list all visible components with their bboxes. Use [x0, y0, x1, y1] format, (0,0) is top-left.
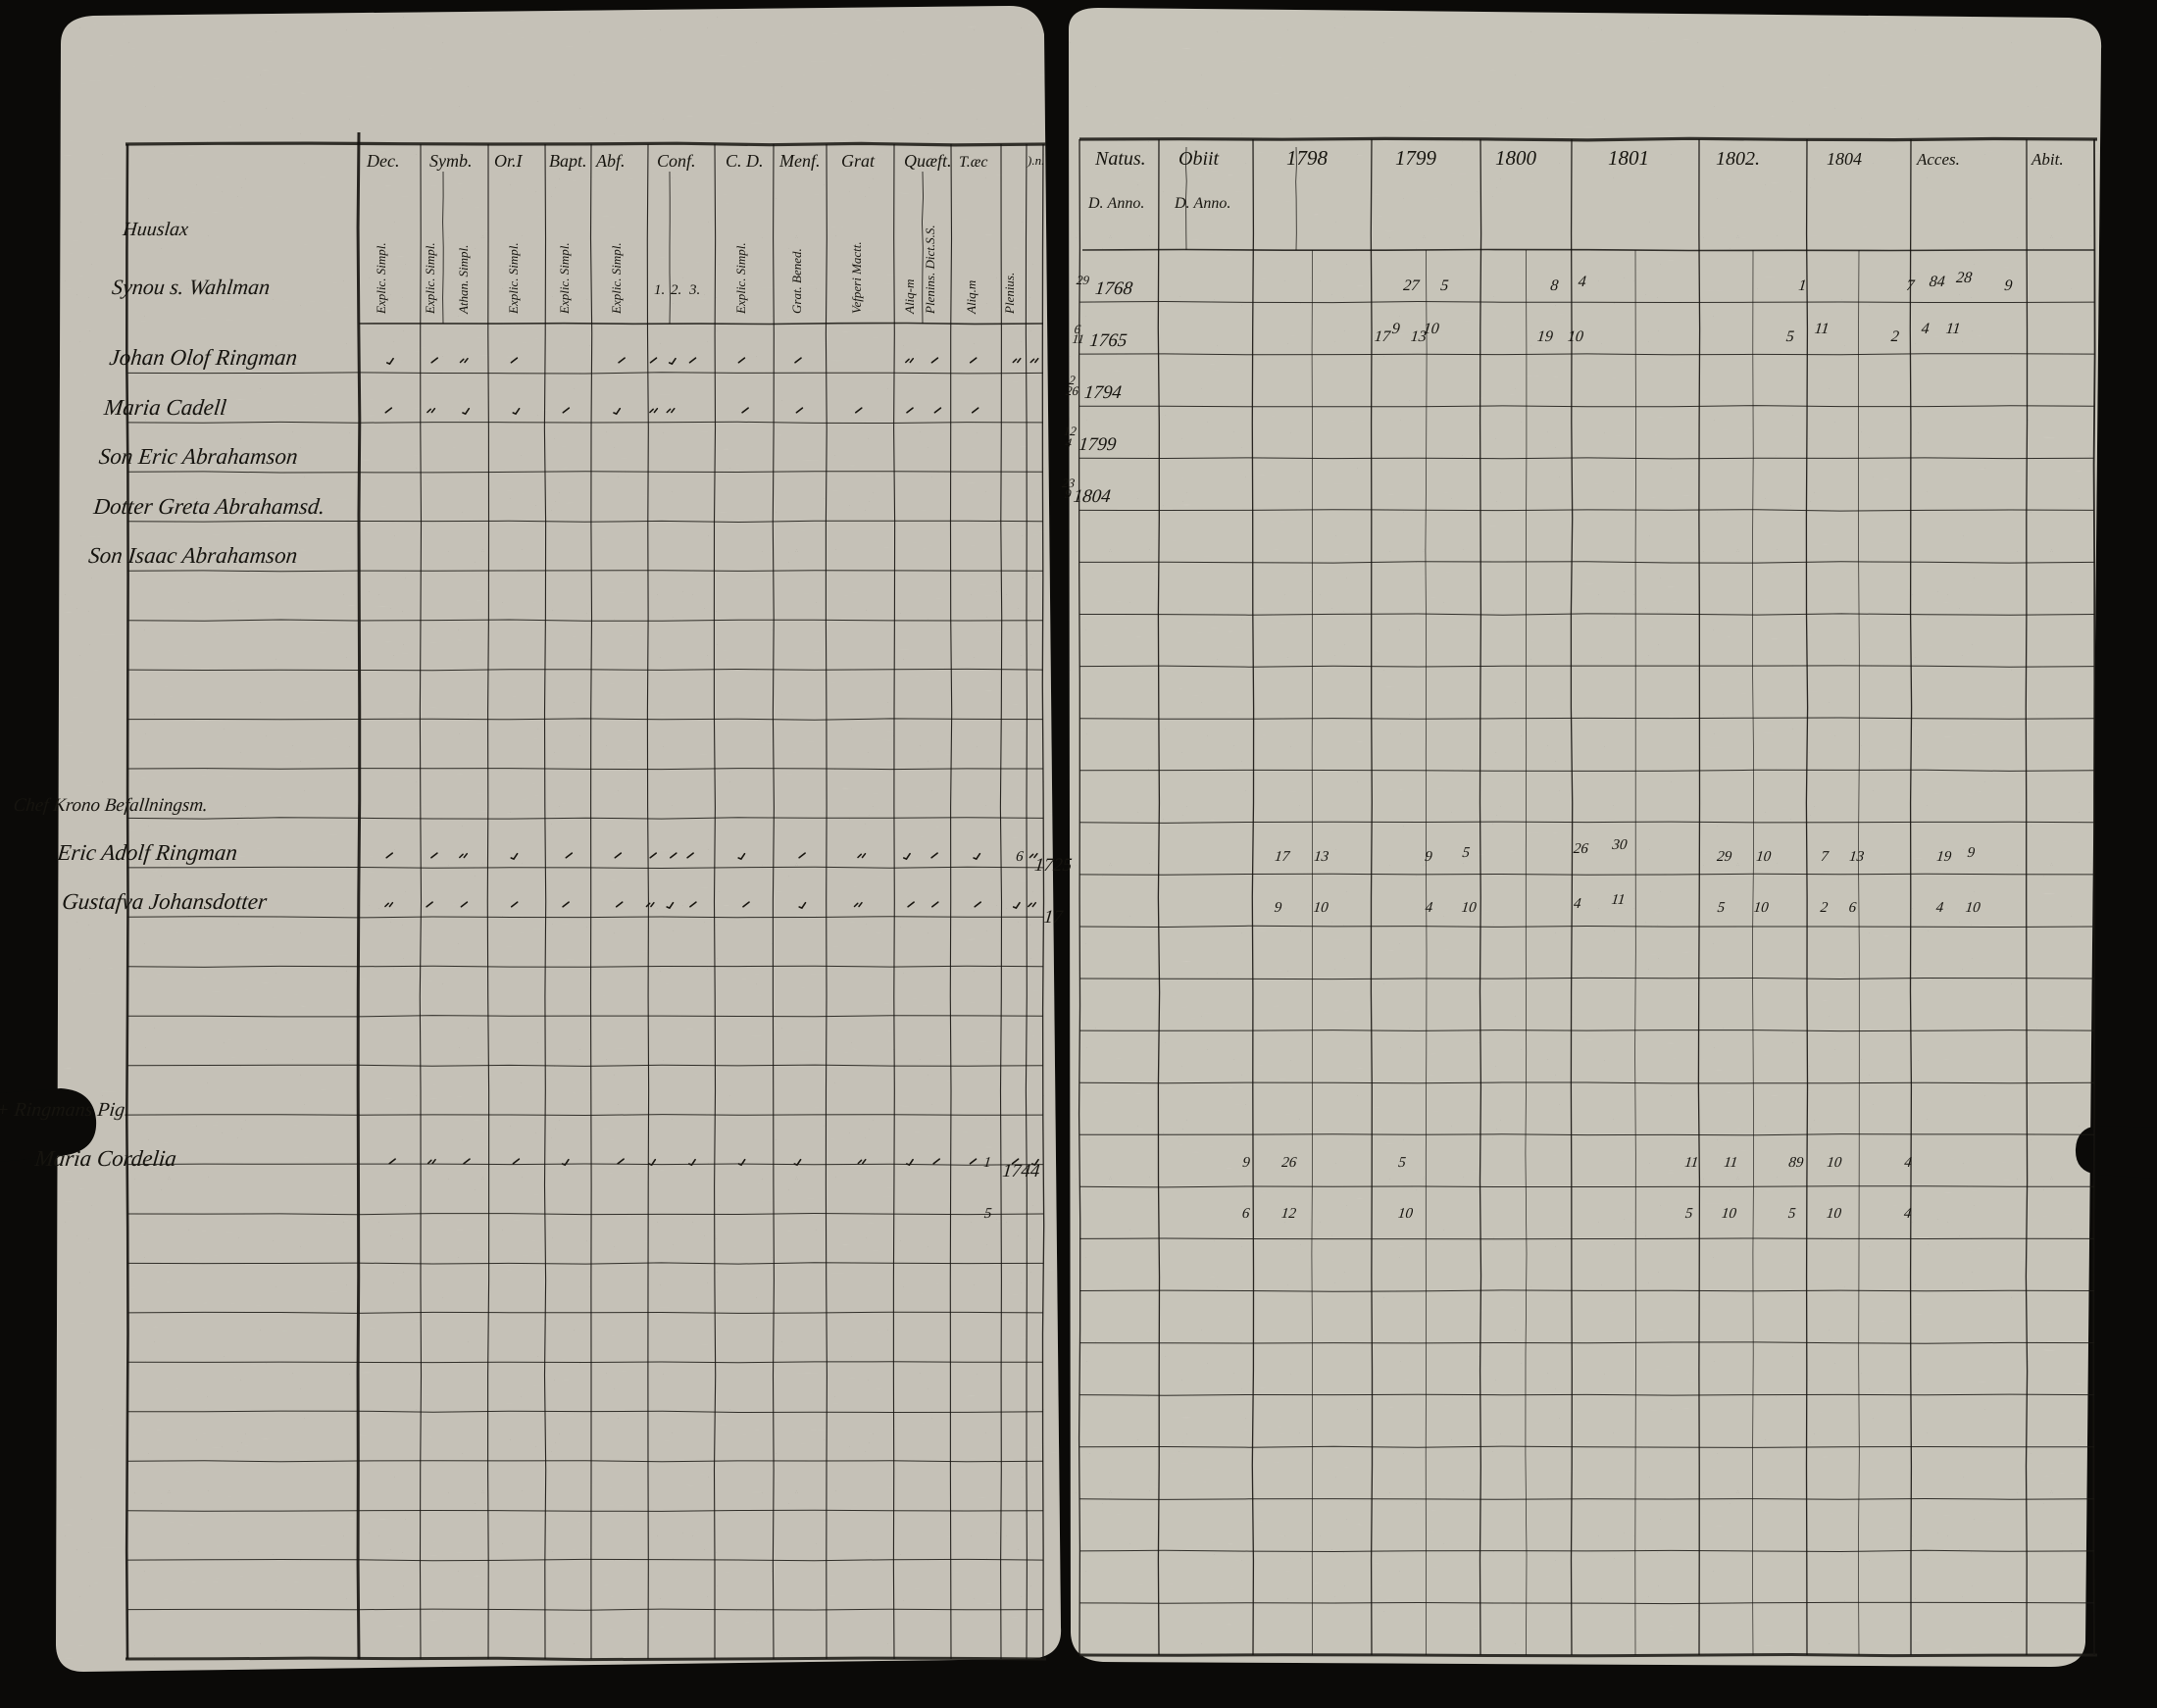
svg-text:10: 10	[1755, 849, 1772, 865]
svg-text:Son Isaac Abrahamson: Son Isaac Abrahamson	[87, 542, 299, 568]
svg-text:19: 19	[1536, 328, 1554, 345]
svg-text:+ Ringmans Pig.: + Ringmans Pig.	[0, 1099, 130, 1121]
svg-text:10: 10	[1826, 1206, 1842, 1222]
svg-text:17: 17	[1043, 907, 1066, 928]
svg-text:84: 84	[1929, 274, 1946, 290]
svg-text:Plenins. Dict.S.S.: Plenins. Dict.S.S.	[923, 225, 937, 315]
svg-text:T.æc: T.æc	[959, 154, 987, 171]
svg-text:Conf.: Conf.	[657, 151, 696, 171]
svg-text:10: 10	[1753, 900, 1770, 916]
svg-text:11: 11	[1814, 321, 1831, 337]
svg-text:Chef Krono Befallningsm.: Chef Krono Befallningsm.	[13, 795, 209, 816]
svg-text:10: 10	[1721, 1206, 1737, 1222]
svg-text:11: 11	[1945, 321, 1962, 337]
svg-text:10: 10	[1965, 900, 1981, 916]
svg-text:1768: 1768	[1094, 278, 1134, 299]
svg-text:12: 12	[1280, 1206, 1297, 1222]
svg-text:10: 10	[1567, 328, 1584, 345]
svg-text:D. Anno.: D. Anno.	[1087, 195, 1144, 212]
svg-text:10: 10	[1827, 1155, 1843, 1171]
svg-text:Synou s. Wahlman: Synou s. Wahlman	[111, 275, 272, 299]
svg-text:3.: 3.	[688, 282, 700, 298]
svg-text:1800: 1800	[1495, 146, 1537, 170]
svg-text:Johan Olof Ringman: Johan Olof Ringman	[108, 344, 298, 370]
svg-text:10: 10	[1461, 900, 1478, 916]
svg-text:1.: 1.	[654, 282, 665, 298]
svg-text:Plenius.: Plenius.	[1002, 273, 1017, 315]
svg-text:Or.I: Or.I	[494, 151, 524, 171]
svg-text:Explic. Simpl.: Explic. Simpl.	[733, 242, 748, 315]
svg-text:Grat: Grat	[841, 151, 876, 171]
svg-text:Maria Cordelia: Maria Cordelia	[33, 1145, 178, 1171]
svg-text:1744: 1744	[1001, 1161, 1041, 1181]
svg-text:1804: 1804	[1073, 486, 1113, 507]
svg-text:10: 10	[1397, 1206, 1414, 1222]
svg-text:29: 29	[1716, 849, 1732, 865]
svg-text:Explic. Simpl.: Explic. Simpl.	[374, 242, 388, 315]
svg-text:Aliq-m: Aliq-m	[902, 279, 917, 315]
svg-text:1801: 1801	[1608, 146, 1649, 170]
svg-text:1794: 1794	[1083, 382, 1124, 403]
svg-text:Natus.: Natus.	[1094, 148, 1146, 170]
svg-text:Athan. Simpl.: Athan. Simpl.	[456, 245, 471, 315]
svg-text:Acces.: Acces.	[1916, 150, 1960, 169]
svg-text:1799: 1799	[1395, 146, 1437, 170]
svg-text:Dec.: Dec.	[366, 151, 399, 171]
svg-text:Eric Adolf Ringman: Eric Adolf Ringman	[55, 839, 238, 865]
svg-text:27: 27	[1402, 277, 1421, 294]
svg-text:C. D.: C. D.	[726, 151, 764, 171]
svg-text:1765: 1765	[1088, 330, 1128, 351]
svg-text:26: 26	[1065, 383, 1079, 398]
svg-text:Gustafva Johansdotter: Gustafva Johansdotter	[61, 888, 270, 914]
svg-text:Explic. Simpl.: Explic. Simpl.	[506, 242, 521, 315]
svg-text:Abit.: Abit.	[2031, 150, 2064, 169]
svg-text:Maria Cadell: Maria Cadell	[102, 394, 227, 420]
svg-text:30: 30	[1611, 837, 1629, 853]
svg-text:1798: 1798	[1286, 146, 1329, 170]
svg-text:10: 10	[1313, 900, 1329, 916]
svg-text:17: 17	[1374, 328, 1392, 345]
svg-text:11: 11	[1684, 1155, 1700, 1171]
svg-text:).n.: ).n.	[1027, 153, 1044, 168]
svg-text:Explic. Simpl.: Explic. Simpl.	[423, 242, 437, 315]
svg-text:Vefperi Mactt.: Vefperi Mactt.	[849, 241, 864, 314]
svg-text:89: 89	[1788, 1155, 1805, 1171]
svg-text:2.: 2.	[671, 282, 681, 298]
svg-text:11: 11	[1072, 331, 1085, 346]
svg-text:1804: 1804	[1827, 149, 1862, 169]
svg-text:D. Anno.: D. Anno.	[1174, 195, 1230, 212]
svg-text:10: 10	[1423, 321, 1440, 337]
svg-text:Menf.: Menf.	[778, 151, 820, 171]
svg-text:Explic. Simpl.: Explic. Simpl.	[609, 242, 624, 315]
svg-text:28: 28	[1955, 270, 1973, 286]
svg-text:Bapt.: Bapt.	[549, 151, 587, 171]
svg-text:Explic. Simpl.: Explic. Simpl.	[557, 242, 572, 315]
svg-text:11: 11	[1611, 892, 1627, 908]
svg-text:Obiit: Obiit	[1179, 148, 1220, 170]
svg-text:29: 29	[1076, 273, 1090, 287]
svg-text:Quæft.: Quæft.	[904, 151, 952, 171]
svg-text:Abf.: Abf.	[595, 151, 626, 171]
svg-text:13: 13	[1313, 849, 1329, 865]
svg-text:1802.: 1802.	[1716, 148, 1760, 170]
svg-text:26: 26	[1281, 1155, 1298, 1171]
svg-text:Aliq.m: Aliq.m	[964, 280, 978, 315]
svg-text:1799: 1799	[1078, 434, 1118, 455]
svg-text:1725: 1725	[1033, 855, 1073, 876]
svg-text:Huuslax: Huuslax	[121, 219, 189, 240]
svg-text:Grat. Bened.: Grat. Bened.	[789, 248, 804, 314]
svg-text:Symb.: Symb.	[429, 151, 473, 171]
svg-text:11: 11	[1724, 1155, 1739, 1171]
svg-text:13: 13	[1848, 849, 1865, 865]
svg-text:19: 19	[1935, 849, 1952, 865]
svg-text:26: 26	[1573, 841, 1589, 857]
